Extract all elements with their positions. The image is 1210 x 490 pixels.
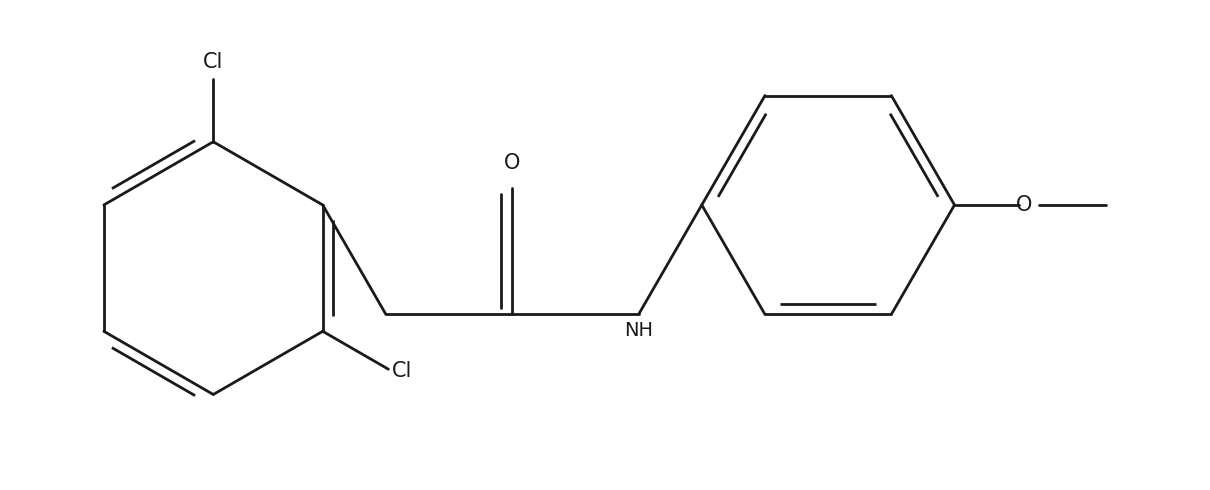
Text: O: O xyxy=(505,153,520,173)
Text: NH: NH xyxy=(624,320,653,340)
Text: O: O xyxy=(1016,195,1032,215)
Text: Cl: Cl xyxy=(203,52,224,72)
Text: Cl: Cl xyxy=(392,361,413,381)
